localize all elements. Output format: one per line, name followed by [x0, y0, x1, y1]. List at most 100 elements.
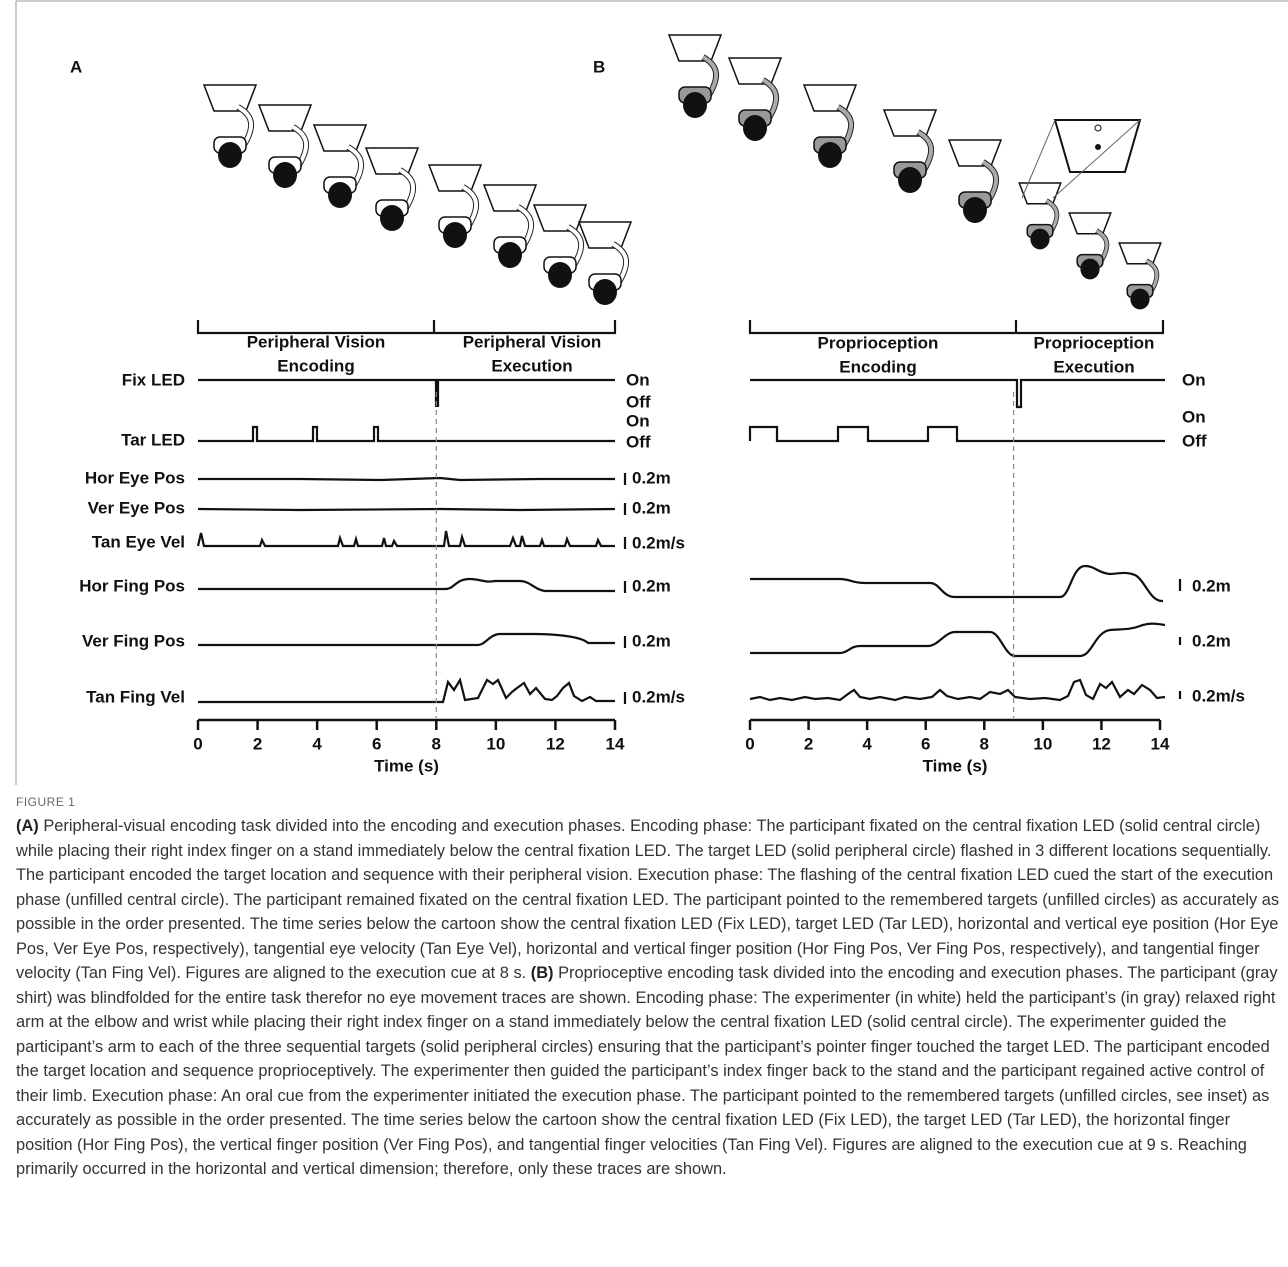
- cartoon-screen: [727, 57, 783, 85]
- x-tick-label: 6: [921, 734, 930, 753]
- scale-label: 0.2m: [632, 576, 671, 595]
- trace: [750, 622, 1166, 658]
- figure-label: FIGURE 1: [16, 795, 76, 809]
- phase-label: Peripheral Vision: [463, 332, 602, 351]
- row-label: Ver Fing Pos: [82, 631, 185, 650]
- cartoon-screen: [257, 104, 313, 132]
- row-label: Tan Fing Vel: [86, 687, 185, 706]
- cartoon-arm: [236, 105, 254, 147]
- cartoon-head: [1080, 258, 1100, 280]
- trace: [196, 530, 615, 548]
- cartoon-head: [818, 142, 842, 168]
- x-tick-label: 2: [804, 734, 813, 753]
- cartoon-head: [898, 167, 922, 193]
- row-label: Hor Eye Pos: [85, 468, 185, 487]
- caption-body: Proprioceptive encoding task divided int…: [16, 964, 1278, 1178]
- trace: [750, 378, 1165, 409]
- cartoon-screen: [532, 204, 588, 232]
- time-axes: 0 2 4 6 8 10 12 14 Time (s) 0 2 4 6 8 10 12 14 Time (s): [193, 392, 1170, 775]
- cartoons: [202, 34, 1162, 310]
- cartoon-screen: [1018, 182, 1062, 205]
- cartoon-arm: [761, 78, 779, 120]
- cartoon-arm: [398, 168, 416, 210]
- trace: [197, 507, 616, 512]
- trace: [750, 564, 1164, 603]
- phase-label: Proprioception: [818, 333, 939, 352]
- trace: [198, 677, 615, 704]
- cartoon-head: [218, 142, 242, 168]
- scale-label: 0.2m/s: [1192, 686, 1245, 705]
- cartoon-head: [963, 197, 987, 223]
- x-tick-label: 12: [546, 734, 565, 753]
- cartoon-screen: [364, 147, 420, 175]
- trace: [198, 577, 615, 593]
- caption-label: (B): [530, 964, 554, 982]
- cartoon-head: [593, 279, 617, 305]
- cartoon-arm: [516, 205, 534, 247]
- cartoon-head: [443, 222, 467, 248]
- phase-label: Execution: [1053, 357, 1134, 376]
- figure: A B Peripheral Vision Encoding Periphera…: [15, 0, 1288, 785]
- trace: [198, 476, 615, 482]
- scale-label: 0.2m: [632, 631, 671, 650]
- scale-label: 0.2m/s: [632, 687, 685, 706]
- cartoon-screen: [427, 164, 483, 192]
- cartoon-head: [743, 115, 767, 141]
- x-tick-label: 8: [980, 734, 989, 753]
- scale-label: Off: [1182, 431, 1207, 450]
- cartoon-arm: [611, 242, 629, 284]
- panel-label: B: [593, 57, 605, 76]
- scale-label: 0.2m/s: [632, 533, 685, 552]
- trace: [749, 678, 1166, 702]
- phase-label: Encoding: [277, 356, 354, 375]
- trace: [198, 378, 615, 407]
- x-tick-label: 10: [486, 734, 505, 753]
- cartoon-arm: [566, 225, 584, 267]
- x-tick-label: 14: [606, 734, 625, 753]
- x-tick-label: 0: [745, 734, 754, 753]
- cartoon-arm: [291, 125, 309, 167]
- cartoon-head: [1030, 228, 1050, 250]
- scale-label: Off: [626, 432, 651, 451]
- scale-label: 0.2m: [1192, 576, 1231, 595]
- inset-lines: [1021, 119, 1141, 199]
- cartoon-head: [498, 242, 522, 268]
- trace: [198, 425, 615, 443]
- cartoon-screen: [312, 124, 368, 152]
- x-axis-label: Time (s): [923, 756, 988, 775]
- scale-label: On: [626, 370, 650, 389]
- x-tick-label: 2: [253, 734, 262, 753]
- x-tick-label: 12: [1092, 734, 1111, 753]
- scale-label: 0.2m: [632, 498, 671, 517]
- phase-label: Encoding: [839, 357, 916, 376]
- scale-label: 0.2m: [1192, 631, 1231, 650]
- x-tick-label: 0: [193, 734, 202, 753]
- x-tick-label: 4: [862, 734, 872, 753]
- cartoon-screen: [882, 109, 938, 137]
- scale-label: On: [1182, 407, 1206, 426]
- cartoon-screen: [482, 184, 538, 212]
- phase-label: Peripheral Vision: [247, 332, 386, 351]
- cartoon-head: [380, 205, 404, 231]
- cartoon-arm: [346, 145, 364, 187]
- inset-target: [1094, 124, 1102, 132]
- cartoon-screen: [667, 34, 723, 62]
- caption: FIGURE 1 (A) Peripheral-visual encoding …: [16, 792, 1284, 1182]
- row-label: Hor Fing Pos: [79, 576, 185, 595]
- cartoon-arm: [701, 55, 719, 97]
- cartoon-screen: [1068, 212, 1112, 235]
- trace: [748, 425, 1165, 443]
- cartoon-head: [273, 162, 297, 188]
- caption-text: (A) Peripheral-visual encoding task divi…: [16, 814, 1284, 1182]
- cartoon-arm: [916, 130, 934, 172]
- scale-label: On: [1182, 370, 1206, 389]
- cartoon-screen: [202, 84, 258, 112]
- cartoon-screen: [802, 84, 858, 112]
- phase-label: Execution: [491, 356, 572, 375]
- row-label: Fix LED: [122, 370, 185, 389]
- x-axis-label: Time (s): [374, 756, 439, 775]
- phase-label: Proprioception: [1034, 333, 1155, 352]
- caption-body: Peripheral-visual encoding task divided …: [16, 817, 1280, 982]
- x-tick-label: 6: [372, 734, 381, 753]
